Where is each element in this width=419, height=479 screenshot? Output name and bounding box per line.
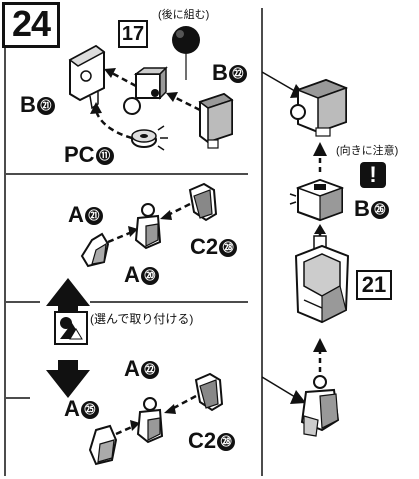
part-letter: A <box>68 202 84 227</box>
arrow-b22-to-17 <box>171 94 201 112</box>
part-number-badge: ⑳ <box>140 267 159 285</box>
box-ref-17: 17 <box>118 20 148 48</box>
arrowhead-up-top <box>313 142 327 156</box>
arrowhead-up-bottom <box>313 338 327 352</box>
part-hand-assembly <box>300 375 340 437</box>
arrowhead-c2-to-a22-bot <box>164 404 176 414</box>
part-b26-cube <box>295 178 345 222</box>
part-number-badge: ㉖ <box>370 201 389 219</box>
part-number-badge: ㉑ <box>36 97 55 115</box>
arrowhead-a21-to-a20 <box>128 226 138 237</box>
part-letter: A <box>64 396 80 421</box>
arrow-a21-to-a20 <box>107 230 133 244</box>
part-letter: A <box>124 262 140 287</box>
part-b22-block <box>198 92 234 149</box>
part-letter: PC <box>64 142 95 167</box>
arrowhead-b22-to-17 <box>166 92 178 102</box>
part-letter: A <box>124 356 140 381</box>
part-later-ball <box>172 26 200 54</box>
arrowhead-17-to-b21 <box>104 68 116 78</box>
part-number-badge: ⑪ <box>95 147 114 165</box>
part-assembled-block <box>290 78 349 137</box>
arrow-a25-to-a22 <box>115 424 135 436</box>
label-pc11: PC ⑪ <box>64 144 114 166</box>
part-letter: B <box>354 196 370 221</box>
part-17-joint <box>123 66 168 115</box>
part-c2-28-middle <box>188 182 218 222</box>
part-c2-28-bottom <box>194 372 224 412</box>
part-letter: C2 <box>188 428 217 453</box>
box-ref-21: 21 <box>356 270 392 300</box>
arrow-pc11-to-b21 <box>94 109 133 140</box>
arrowhead-pc11-to-b21 <box>90 102 102 114</box>
part-number-badge: ㉒ <box>228 65 247 83</box>
choice-double-arrow <box>46 278 90 398</box>
arrowhead-up-mid <box>314 224 326 234</box>
select-icon <box>54 311 88 345</box>
later-assembly-note: (後に組む) <box>158 9 210 21</box>
part-number-badge: ㉘ <box>219 239 238 257</box>
part-21-forearm <box>294 235 350 324</box>
orientation-note: (向きに注意) <box>336 145 399 157</box>
arrowhead-a25-to-a22 <box>130 420 140 431</box>
part-a20-wrist <box>134 203 162 250</box>
part-number-badge: ㉑ <box>84 207 103 225</box>
part-letter: C2 <box>190 234 219 259</box>
label-c2-28-bot: C2 ㉘ <box>188 428 236 453</box>
part-a21-hand <box>80 232 110 268</box>
part-pc11-cap <box>131 129 157 148</box>
spark-marks <box>157 125 168 151</box>
part-number-badge: ㉘ <box>217 433 236 451</box>
arrow-17-to-b21 <box>109 70 137 88</box>
label-c2-28-mid: C2 ㉘ <box>190 234 238 259</box>
choice-note: (選んで取り付ける) <box>90 312 194 326</box>
choice-shapes-icon <box>58 315 84 341</box>
step-number: 24 <box>2 2 60 48</box>
part-a25-hand <box>88 424 118 466</box>
arrowhead-c2-to-a20-mid <box>160 210 172 220</box>
bracket-arrowhead-bottom <box>290 390 306 404</box>
spark-marks-right <box>289 193 297 205</box>
part-letter: B <box>212 60 228 85</box>
part-b21-bracket <box>68 44 106 110</box>
warning-icon: ! <box>360 162 386 188</box>
part-a22-wrist <box>136 397 164 444</box>
part-number-badge: ㉕ <box>80 401 99 419</box>
part-number-badge: ㉒ <box>140 361 159 379</box>
part-letter: B <box>20 92 36 117</box>
